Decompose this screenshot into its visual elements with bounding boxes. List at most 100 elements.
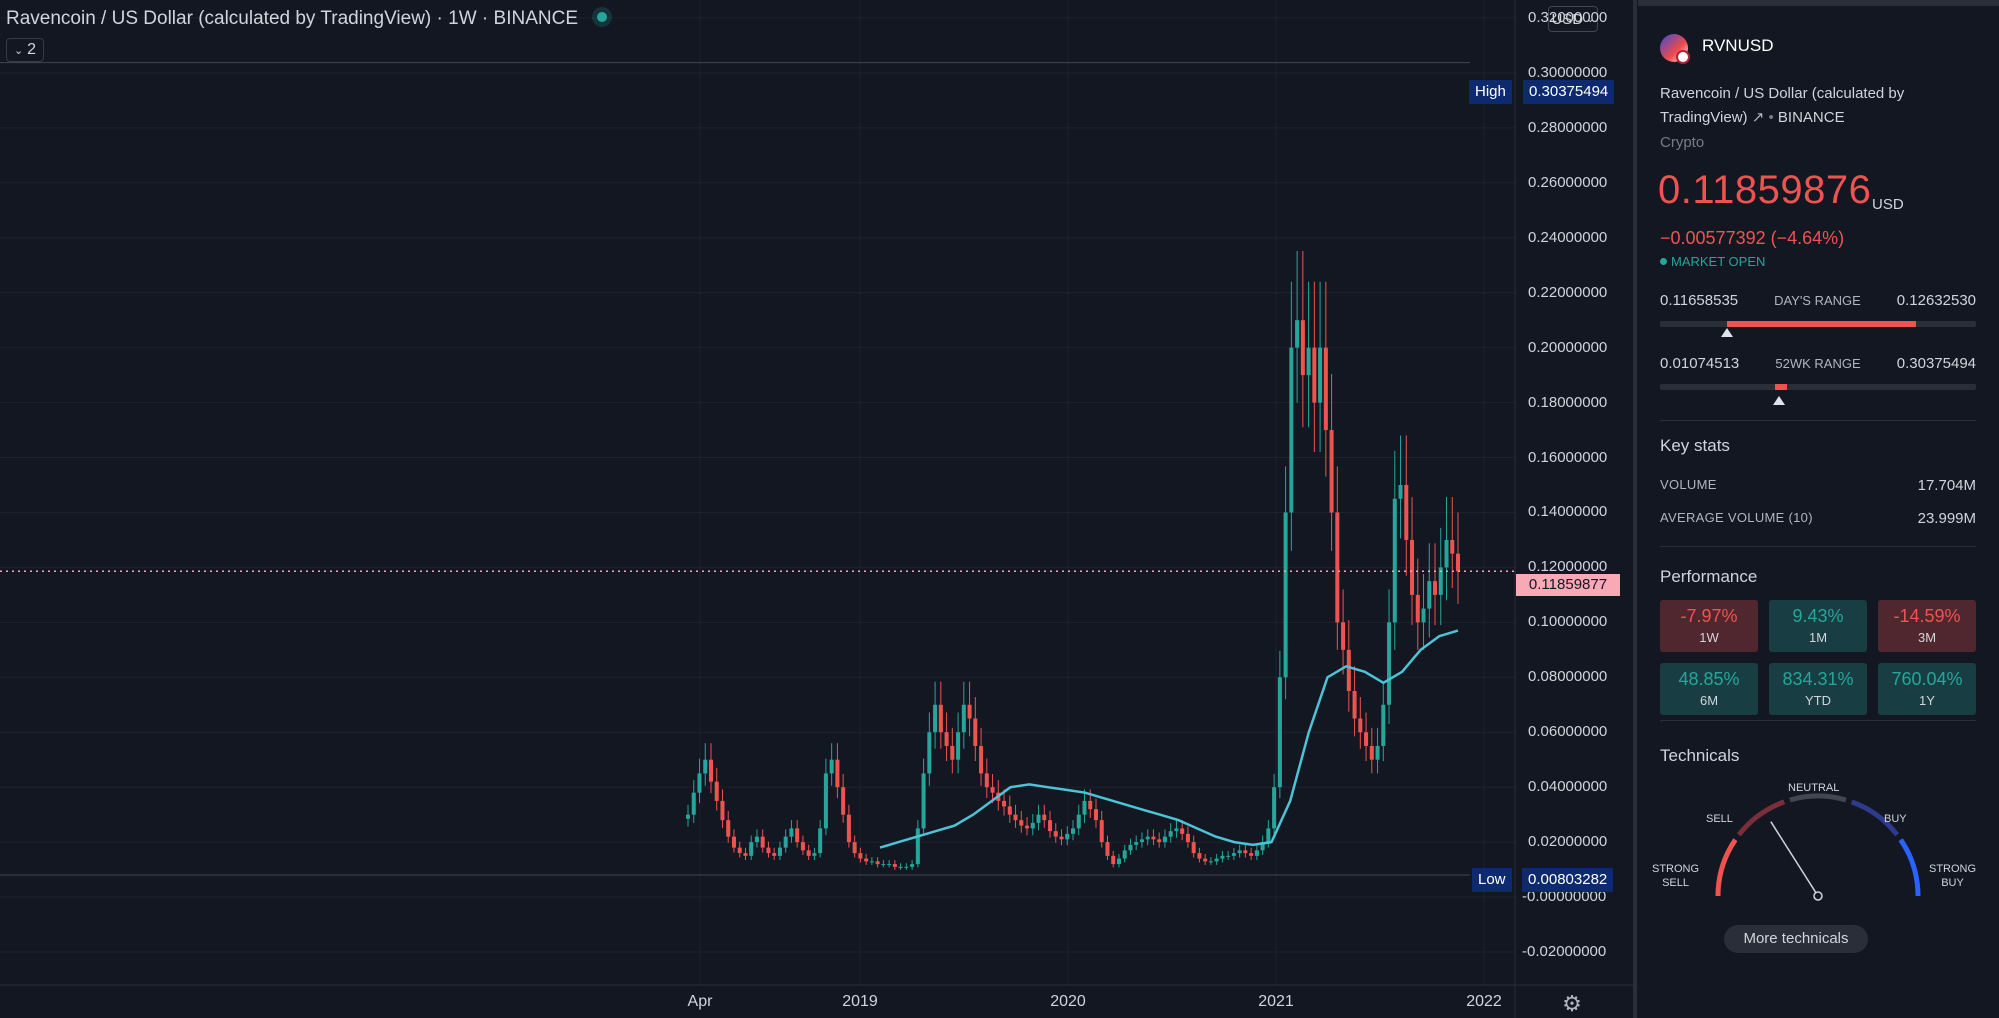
candle-body — [1381, 704, 1386, 746]
candle-body — [1329, 430, 1334, 513]
candle-body — [1168, 831, 1173, 837]
candle-body — [1260, 842, 1265, 851]
candle-body — [1099, 820, 1104, 843]
candle-body — [1231, 853, 1236, 856]
perf-value: 9.43% — [1792, 606, 1844, 626]
candle-body — [921, 773, 926, 829]
candle-body — [1042, 814, 1047, 821]
perf-cell-1y[interactable]: 760.04% 1Y — [1878, 663, 1976, 715]
price-tick-label: 0.20000000 — [1528, 338, 1608, 356]
candle-body — [835, 759, 840, 788]
candle-body — [904, 866, 909, 868]
external-link-icon[interactable]: ↗ — [1751, 109, 1765, 126]
candle-body — [984, 773, 989, 788]
candle-body — [1002, 800, 1007, 807]
candle-body — [1243, 850, 1248, 854]
candle-body — [938, 704, 943, 733]
high-value: 0.30375494 — [1529, 83, 1609, 100]
candle-body — [1346, 649, 1351, 692]
candle-body — [915, 828, 920, 865]
symbol-details-panel: RVNUSD Ravencoin / US Dollar (calculated… — [1638, 0, 1999, 1018]
price-tick-label: 0.28000000 — [1528, 118, 1608, 136]
bullet: • — [1768, 109, 1774, 126]
more-technicals-button[interactable]: More technicals — [1724, 925, 1868, 953]
candle-body — [944, 732, 949, 746]
gauge-label-line: STRONG — [1652, 863, 1700, 875]
candle-body — [841, 787, 846, 815]
gauge-label-line: SELL — [1662, 877, 1689, 889]
candle-body — [990, 787, 995, 793]
candle-body — [1427, 581, 1432, 609]
avg-volume-value: 23.999M — [1917, 510, 1976, 527]
perf-period: 3M — [1917, 630, 1937, 645]
gauge-arc-neutral — [1789, 793, 1847, 803]
symbol-name[interactable]: RVNUSD — [1702, 36, 1774, 55]
candle-body — [1048, 820, 1053, 832]
perf-cell-ytd[interactable]: 834.31% YTD — [1769, 663, 1867, 715]
candle-body — [1025, 825, 1030, 829]
price-tick-label: 0.14000000 — [1528, 503, 1608, 521]
wk52-range-fill — [1775, 384, 1787, 390]
gauge-label-neutral: NEUTRAL — [1788, 782, 1840, 794]
candle-body — [772, 853, 777, 856]
divider — [1660, 420, 1976, 421]
candle-body — [697, 773, 702, 793]
indicators-toggle-button[interactable]: ⌄ 2 — [6, 38, 44, 62]
wk52-range-high: 0.30375494 — [1896, 355, 1976, 372]
candle-body — [927, 732, 932, 774]
chart-area[interactable]: Ravencoin / US Dollar (calculated by Tra… — [0, 0, 1633, 1018]
candle-body — [1318, 347, 1323, 403]
price-tick-label: 0.16000000 — [1528, 448, 1608, 466]
perf-cell-1m[interactable]: 9.43% 1M — [1769, 600, 1867, 652]
title-separator-2: · — [481, 8, 489, 29]
gauge-label-sell: SELL — [1706, 813, 1733, 825]
symbol-full-name: Ravencoin / US Dollar (calculated by Tra… — [1660, 82, 1980, 130]
candle-body — [1323, 347, 1328, 431]
candle-body — [1088, 800, 1093, 810]
perf-cell-6m[interactable]: 48.85% 6M — [1660, 663, 1758, 715]
candle-body — [737, 847, 742, 854]
technicals-title: Technicals — [1660, 746, 1740, 765]
gear-icon[interactable]: ⚙ — [1562, 991, 1582, 1016]
performance-grid: -7.97% 1W 9.43% 1M -14.59% 3M 48.85% 6M … — [1660, 600, 1976, 715]
candle-body — [1283, 512, 1288, 678]
candle-body — [1277, 677, 1282, 788]
candle-body — [720, 800, 725, 821]
price-tick-label: 0.02000000 — [1528, 833, 1608, 851]
panel-divider[interactable] — [1633, 0, 1637, 1018]
candle-body — [1139, 839, 1144, 843]
perf-cell-3m[interactable]: -14.59% 3M — [1878, 600, 1976, 652]
candle-body — [1185, 833, 1190, 843]
price-tick-label: 0.32000000 — [1528, 9, 1608, 26]
candle-body — [749, 842, 754, 856]
candle-body — [1013, 814, 1018, 821]
market-status: MARKET OPEN — [1660, 254, 1765, 269]
candle-body — [852, 842, 857, 854]
candle-body — [1272, 787, 1277, 829]
low-value-tag: 0.00803282 — [1522, 868, 1614, 892]
candle-body — [1415, 594, 1420, 623]
candle-body — [1111, 855, 1116, 865]
candle-body — [1289, 347, 1294, 513]
gauge-label-line: BUY — [1941, 877, 1964, 889]
candle-body — [800, 842, 805, 851]
technicals-gauge[interactable] — [1638, 766, 1999, 916]
candle-body — [743, 853, 748, 856]
candle-body — [1214, 858, 1219, 862]
time-tick-label: 2019 — [842, 993, 878, 1010]
wk52-range-marker-icon — [1773, 396, 1785, 405]
gauge-arc-strong-sell — [1715, 838, 1738, 897]
candle-body — [685, 814, 691, 819]
candle-body — [1444, 539, 1449, 568]
candle-body — [766, 847, 771, 854]
price-chart[interactable] — [0, 0, 1633, 1018]
price-tick-label: 0.12000000 — [1528, 558, 1608, 576]
price-change: −0.00577392 (−4.64%) — [1660, 228, 1845, 248]
performance-title: Performance — [1660, 567, 1758, 586]
interval-label[interactable]: 1W — [448, 8, 477, 29]
currency-select[interactable]: USD ⌄ — [1548, 6, 1598, 32]
candle-body — [1070, 828, 1076, 834]
gauge-label-line: STRONG — [1929, 863, 1977, 875]
time-tick-label: 2021 — [1258, 993, 1294, 1010]
perf-cell-1w[interactable]: -7.97% 1W — [1660, 600, 1758, 652]
